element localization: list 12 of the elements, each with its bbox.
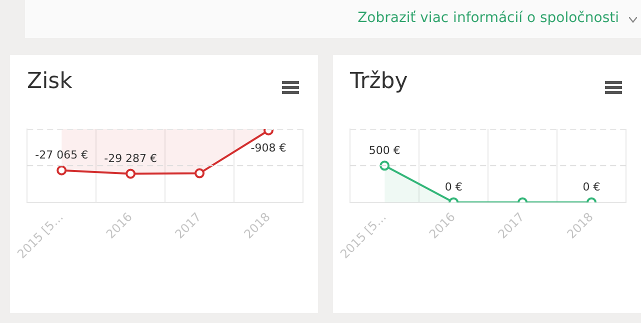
chart-title: Tržby bbox=[350, 69, 408, 94]
text: Zobraziť viac informácií o spoločnosti bbox=[358, 10, 619, 26]
point bbox=[56, 165, 67, 176]
point bbox=[194, 168, 205, 178]
data-label: 0 € bbox=[582, 180, 600, 194]
data-label: -27 065 € bbox=[35, 148, 88, 162]
point bbox=[126, 168, 136, 179]
data-label: -29 287 € bbox=[104, 152, 158, 166]
data-label: 0 € bbox=[444, 180, 462, 194]
data-label: 500 € bbox=[368, 144, 400, 158]
chart-title: Zisk bbox=[27, 69, 72, 94]
data-label: -908 € bbox=[250, 142, 286, 155]
